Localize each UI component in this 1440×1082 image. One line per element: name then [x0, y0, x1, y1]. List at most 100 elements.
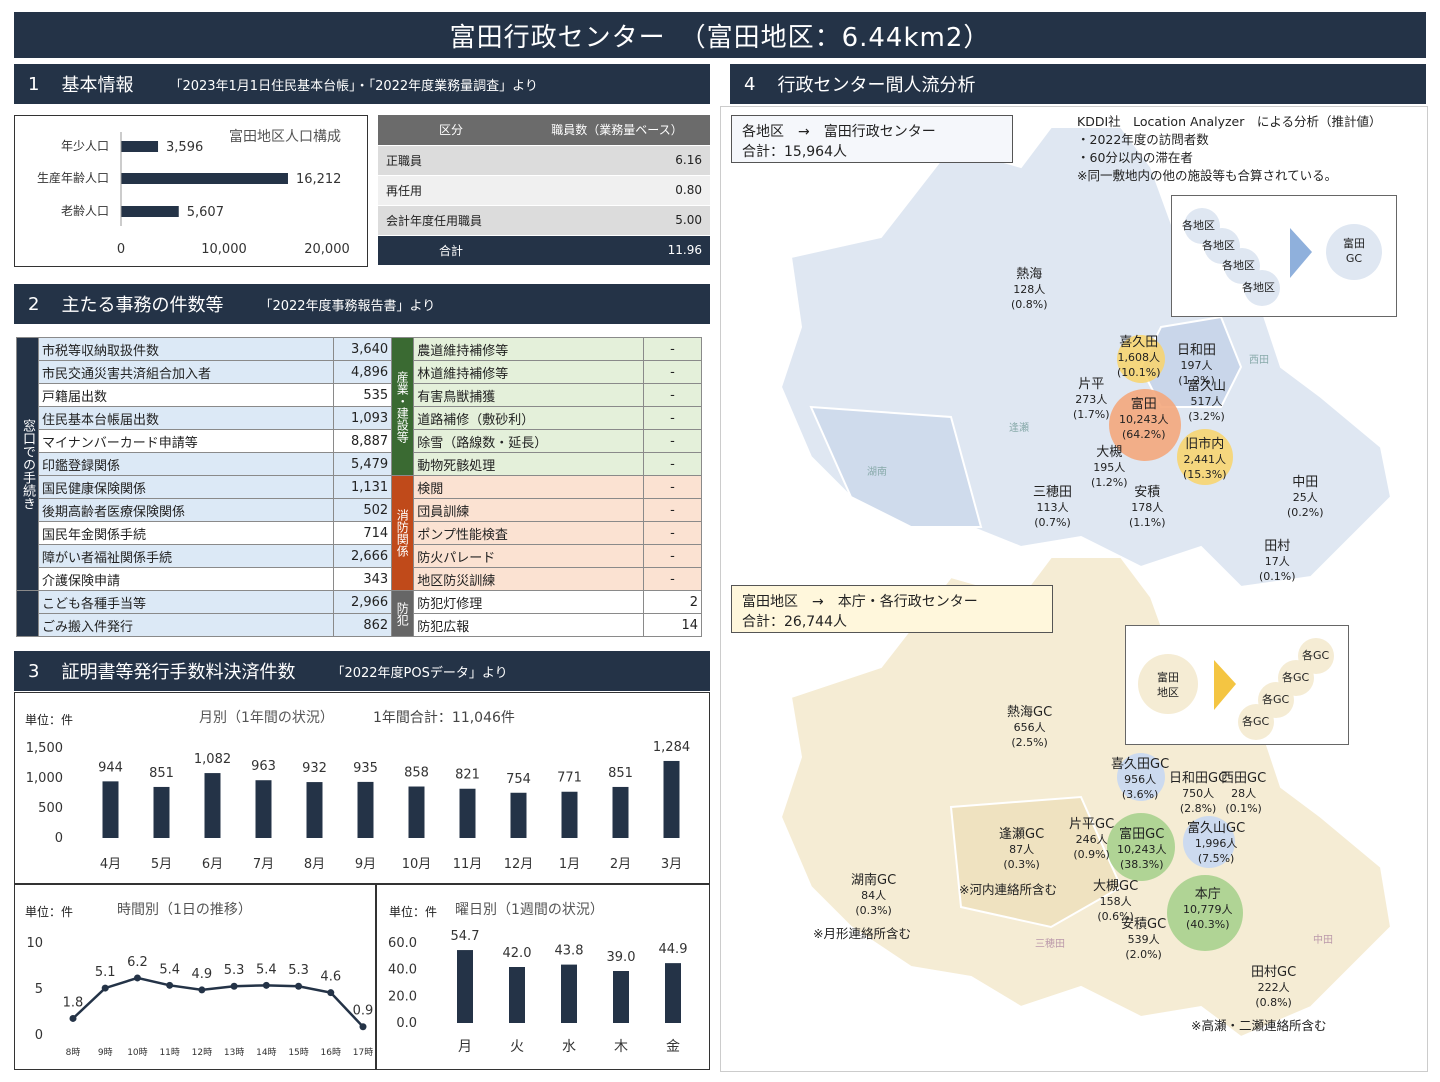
task-label: 農道維持補修等: [413, 337, 644, 361]
hourly-line: [72, 976, 364, 1028]
weekday-tick-label: 20.0: [388, 989, 417, 1004]
task-count: -: [643, 360, 702, 384]
monthly-value-label: 932: [302, 761, 327, 776]
task-count: -: [643, 337, 702, 361]
table-row: 住民基本台帳届出数 1,093 道路補修（敷砂利） -: [17, 406, 702, 430]
outflow-label: 逢瀬GC 87人 (0.3%): [999, 827, 1045, 871]
table-row: 正職員 6.16: [378, 145, 710, 176]
hourly-point: [327, 989, 335, 997]
task-label: 防犯広報: [413, 613, 644, 637]
task-count: 343: [333, 567, 393, 591]
inflow-box: 各地区 → 富田行政センター 合計：15,964人: [731, 115, 1013, 163]
pop-category-label: 生産年齢人口: [37, 170, 109, 185]
inflow-label: 旧市内 2,441人 (15.3%): [1183, 437, 1227, 481]
outflow-label: 大槻GC 158人 (0.6%): [1093, 879, 1139, 923]
table-row-total: 合計 11.96: [378, 235, 710, 266]
tasks-table-box: 窓口での手続き 市税等収納取扱件数 3,640 産業・建設等 農道維持補修等 - 市民交通災…: [16, 337, 702, 637]
outflow-label: 富久山GC 1,996人 (7.5%): [1187, 821, 1246, 865]
monthly-bar: [255, 780, 272, 838]
table-row: 市民交通災害共済組合加入者 4,896 林道維持補修等 -: [17, 360, 702, 384]
analysis-note: KDDI社 Location Analyzer による分析（推計値） ・2022…: [1077, 113, 1417, 185]
task-count: -: [643, 383, 702, 407]
monthly-category-label: 4月: [100, 857, 121, 872]
task-count: -: [643, 567, 702, 591]
task-count: -: [643, 521, 702, 545]
legend-label: 各GC: [1242, 715, 1270, 728]
outflow-total: 合計：26,744人: [742, 614, 847, 630]
task-label: 有害鳥獣捕獲: [413, 383, 644, 407]
monthly-bar: [102, 781, 119, 838]
population-chart: 年少人口 3,596 生産年齢人口 16,212 老齢人口 5,607 0 10,000 20,…: [37, 132, 350, 257]
task-label: マイナンバーカード申請等: [37, 429, 335, 453]
task-count: 2: [643, 590, 702, 614]
monthly-category-label: 12月: [504, 857, 534, 872]
weekday-value-label: 43.8: [555, 944, 584, 959]
hourly-value-label: 5.3: [288, 963, 309, 978]
weekday-bar: [561, 964, 577, 1023]
legend-label: 各地区: [1222, 259, 1255, 272]
monthly-tick-label: 1,500: [26, 741, 63, 756]
monthly-category-label: 11月: [453, 857, 483, 872]
hourly-point: [101, 984, 109, 992]
staff-head-count: 職員数（業務量ベース）: [524, 115, 710, 146]
pop-category-label: 老齢人口: [61, 203, 109, 218]
weekday-value-label: 44.9: [659, 942, 688, 957]
inflow-label: 富久山 517人 (3.2%): [1187, 379, 1227, 423]
monthly-value-label: 851: [608, 766, 633, 781]
weekday-tick-label: 60.0: [388, 936, 417, 951]
table-row: 国民健康保険関係 1,131 消防関係 検閲 -: [17, 475, 702, 591]
task-count: -: [643, 406, 702, 430]
bubble-tomita-gc: [1107, 813, 1175, 881]
population-chart-title: 富田地区人口構成: [229, 129, 341, 145]
outflow-label: 富田GC 10,243人 (38.3%): [1117, 827, 1167, 871]
legend-label: 富田GC: [1343, 237, 1365, 265]
weekday-chart: 0.0 20.0 40.0 60.0 54.7 月 42.0 火 43.8 水 39.0 木 44.9 金: [388, 929, 688, 1055]
section-source: 「2023年1月1日住民基本台帳」・「2022年度業務量調査」より: [169, 78, 538, 94]
pop-value-label: 5,607: [187, 205, 224, 220]
outflow-label: 本庁 10,779人 (40.3%): [1183, 887, 1233, 931]
task-count: 5,479: [333, 452, 393, 476]
monthly-value-label: 1,284: [653, 740, 690, 755]
hourly-chart-title: 時間別（1日の推移）: [117, 902, 252, 918]
hourly-unit: 単位：件: [25, 905, 74, 919]
hourly-value-label: 4.9: [192, 967, 213, 982]
task-count: -: [643, 498, 702, 522]
hourly-point: [198, 986, 206, 994]
section-source: 「2022年度POSデータ」より: [331, 665, 508, 681]
staff-total-label: 合計: [378, 235, 524, 266]
table-row: 障がい者福祉関係手続 2,666 防火パレード -: [17, 544, 702, 568]
hourly-tick-label: 5: [35, 982, 43, 997]
task-label: 介護保険申請: [37, 567, 335, 591]
monthly-category-label: 6月: [202, 857, 223, 872]
weekday-value-label: 39.0: [607, 950, 636, 965]
section-title: 主たる事務の件数等: [61, 295, 224, 316]
legend-label: 各GC: [1302, 649, 1330, 662]
section-title: 行政センター間人流分析: [777, 75, 976, 96]
task-count: -: [643, 429, 702, 453]
table-row: 会計年度任用職員 5.00: [378, 205, 710, 236]
monthly-bar: [306, 782, 323, 838]
task-count: -: [643, 452, 702, 476]
monthly-bar: [357, 781, 374, 838]
weekday-bar: [665, 963, 681, 1023]
table-row: 戸籍届出数 535 有害鳥獣捕獲 -: [17, 383, 702, 407]
lower-map-district: [949, 795, 1123, 929]
section-source: 「2022年度事務報告書」より: [259, 298, 436, 314]
region-name: 中田: [1313, 935, 1333, 946]
task-label: 市民交通災害共済組合加入者: [37, 360, 335, 384]
pop-value-label: 3,596: [166, 140, 203, 155]
section-number: 2: [28, 293, 40, 315]
outflow-legend-graphic: [1138, 638, 1334, 740]
outflow-box: 富田地区 → 本庁・各行政センター 合計：26,744人: [731, 585, 1053, 633]
monthly-tick-label: 1,000: [26, 771, 63, 786]
inflow-title: 各地区 → 富田行政センター: [742, 124, 936, 140]
hourly-category-label: 13時: [224, 1047, 244, 1058]
monthly-value-label: 963: [251, 759, 276, 774]
inflow-label: 熱海 128人 (0.8%): [1011, 267, 1048, 311]
weekday-category-label: 金: [666, 1039, 680, 1055]
staff-label: 再任用: [378, 175, 524, 206]
hourly-point: [295, 982, 303, 990]
outflow-label: 片平GC 246人 (0.9%): [1069, 817, 1115, 861]
task-count: -: [643, 475, 702, 499]
hourly-point: [69, 1014, 77, 1022]
